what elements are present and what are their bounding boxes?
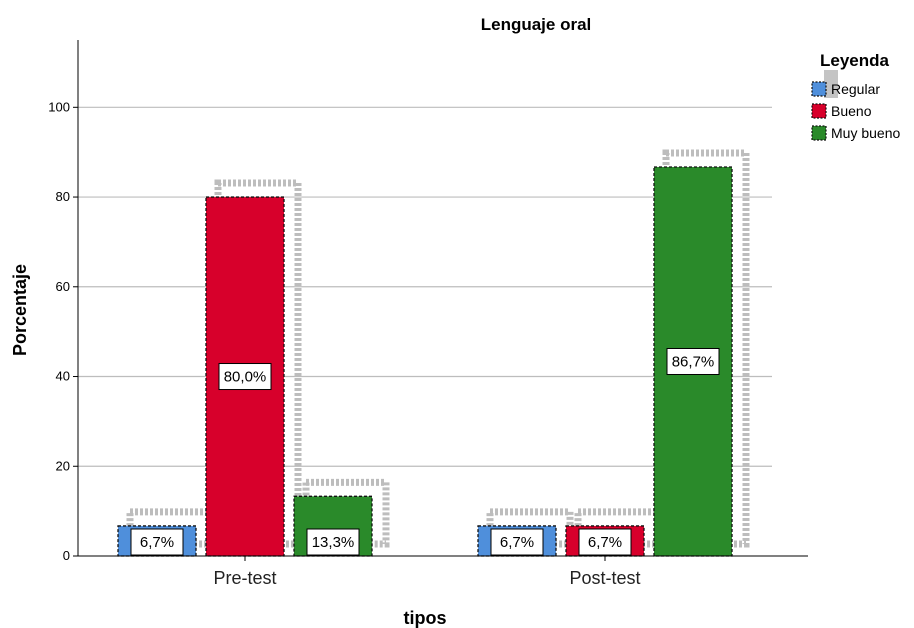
- data-label: 80,0%: [224, 369, 267, 386]
- axes: [77, 40, 808, 557]
- x-axis-title: tipos: [404, 608, 447, 628]
- legend-shadow: [824, 70, 838, 98]
- x-tick-label: Post-test: [569, 568, 640, 588]
- data-label-box: [130, 528, 184, 556]
- legend-label: Bueno: [831, 103, 872, 119]
- legend: Leyenda Regular Bueno Muy bueno: [811, 51, 900, 141]
- data-label: 13,3%: [312, 534, 355, 551]
- data-label-box: [578, 528, 632, 556]
- data-label-box: [666, 347, 720, 375]
- data-label: 86,7%: [672, 353, 715, 370]
- y-tick-label: 20: [56, 458, 70, 473]
- data-label: 6,7%: [140, 534, 174, 551]
- y-ticks: 0 20 40 60 80 100: [48, 99, 78, 563]
- y-tick-label: 40: [56, 369, 70, 384]
- y-tick-label: 100: [48, 99, 70, 114]
- legend-title: Leyenda: [820, 51, 890, 70]
- data-labels: 6,7% 80,0% 13,3% 6,7% 6,7% 86,7%: [130, 347, 720, 556]
- y-axis-title: Porcentaje: [10, 264, 30, 356]
- y-tick-label: 80: [56, 189, 70, 204]
- x-ticks: Pre-test Post-test: [213, 556, 641, 588]
- legend-swatch: [811, 81, 827, 97]
- x-tick-label: Pre-test: [213, 568, 276, 588]
- data-label-box: [490, 528, 544, 556]
- legend-swatch: [811, 125, 827, 141]
- legend-label: Muy bueno: [831, 125, 900, 141]
- data-label: 6,7%: [500, 534, 534, 551]
- data-label-box: [218, 363, 272, 391]
- data-label: 6,7%: [588, 534, 622, 551]
- bars: [117, 149, 750, 557]
- data-label-box: [306, 528, 360, 556]
- legend-label: Regular: [831, 81, 880, 97]
- chart-title: Lenguaje oral: [481, 15, 592, 34]
- legend-swatch: [811, 103, 827, 119]
- y-tick-label: 0: [63, 548, 70, 563]
- y-tick-label: 60: [56, 279, 70, 294]
